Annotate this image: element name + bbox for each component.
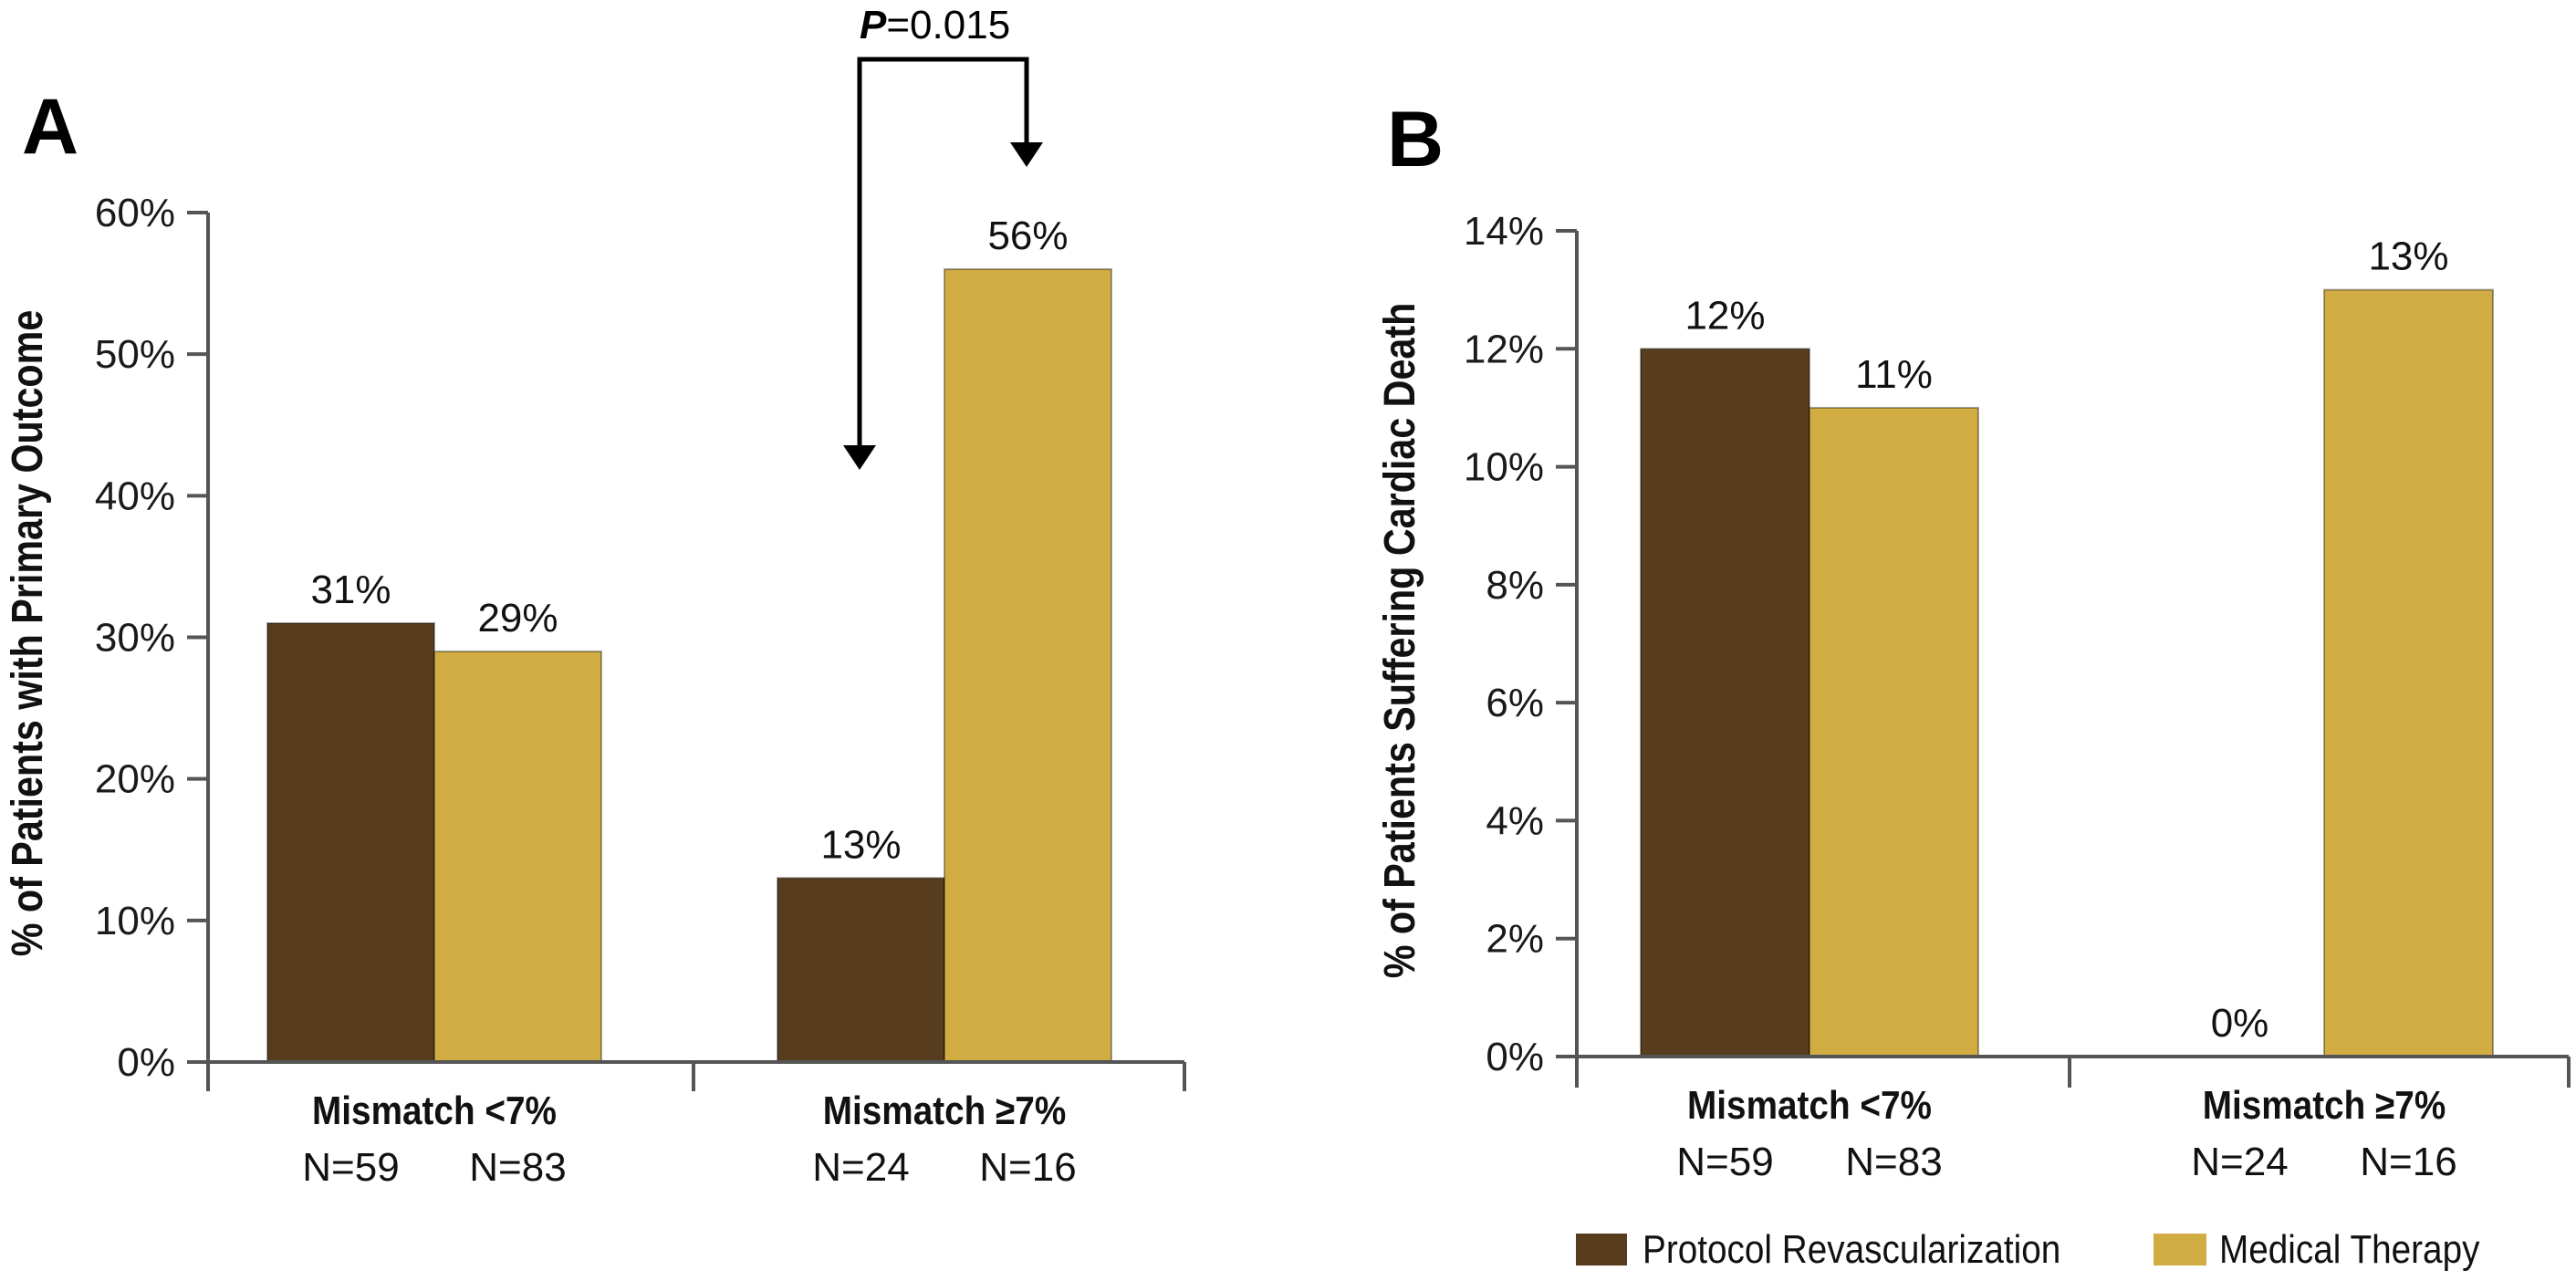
bar-protocol-revascularization-1 [266,621,435,1063]
sample-size-label: N=16 [2360,1140,2456,1184]
legend-label-medical-therapy: Medical Therapy [2219,1226,2480,1272]
y-tick-label: 8% [1486,563,1544,608]
p-value: =0.015 [886,3,1010,47]
sample-size-label: N=59 [1676,1140,1773,1184]
panel-a-chart: % of Patients with Primary Outcome 0% 10%… [3,3,1186,1190]
arrow-head-left [843,445,876,470]
bar-value-label: 12% [1684,293,1765,338]
y-tick-label: 14% [1464,209,1544,254]
legend: Protocol Revascularization Medical Thera… [1576,1226,2480,1272]
y-tick-label: 2% [1486,917,1544,962]
legend-swatch-medical-therapy [2154,1234,2206,1265]
y-axis-title: % of Patients Suffering Cardiac Death [1375,303,1424,979]
y-tick-label: 10% [95,899,175,943]
y-tick-label: 6% [1486,681,1544,725]
sample-size-label: N=24 [812,1145,909,1190]
y-tick-label: 30% [95,616,175,661]
sample-size-label: N=59 [302,1145,399,1190]
bar-value-label: 29% [477,596,558,640]
arrow-head-right [1010,142,1043,167]
bar-protocol-revascularization-1 [1640,348,1810,1057]
x-category-label: Mismatch ≥7% [823,1088,1067,1133]
sample-size-label: N=83 [1845,1140,1942,1184]
sample-size-label: N=83 [469,1145,566,1190]
x-category-label: Mismatch ≥7% [2203,1082,2446,1128]
y-tick-label: 50% [95,332,175,377]
y-tick-label: 20% [95,757,175,802]
significance-bracket [857,57,1029,456]
sample-size-label: N=24 [2191,1140,2288,1184]
y-tick-label: 10% [1464,445,1544,490]
bar-value-label: 13% [820,822,901,867]
p-symbol: P [860,3,887,47]
bar-medical-therapy-1 [433,651,602,1063]
y-tick-label: 12% [1464,327,1544,371]
x-category-label: Mismatch <7% [1687,1082,1932,1128]
y-tick-label: 4% [1486,798,1544,843]
panel-letter-a: A [22,83,78,171]
bar-medical-therapy-2 [944,268,1112,1064]
bar-medical-therapy-1 [1809,406,1979,1057]
panel-b-chart: % of Patients Suffering Cardiac Death 0%… [1375,209,2571,1184]
panel-letter-b: B [1387,96,1444,183]
y-tick-label: 0% [1486,1035,1544,1079]
p-value-annotation: P=0.015 [843,3,1043,470]
y-tick-label: 40% [95,474,175,518]
p-value-label: P=0.015 [860,3,1010,47]
bar-value-label: 0% [2211,1001,2269,1046]
bar-medical-therapy-2 [2323,288,2494,1057]
legend-label-protocol-revascularization: Protocol Revascularization [1643,1226,2060,1272]
y-tick-label: 60% [95,191,175,235]
y-axis-title: % of Patients with Primary Outcome [3,310,52,957]
legend-swatch-protocol-revascularization [1576,1234,1627,1265]
bar-value-label: 13% [2368,234,2448,279]
bar-value-label: 31% [310,568,391,612]
sample-size-label: N=16 [979,1145,1076,1190]
bar-protocol-revascularization-2 [777,877,945,1063]
y-tick-label: 0% [117,1040,175,1085]
bar-value-label: 11% [1855,352,1933,397]
x-category-label: Mismatch <7% [312,1088,557,1133]
bar-value-label: 56% [987,214,1068,258]
